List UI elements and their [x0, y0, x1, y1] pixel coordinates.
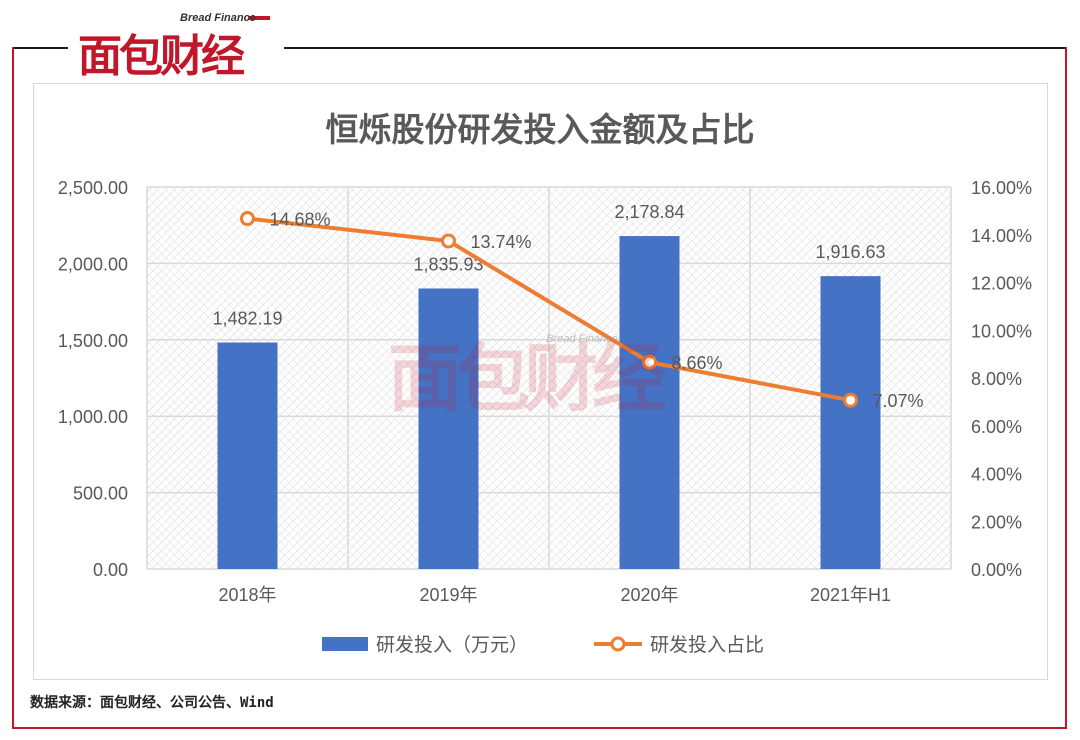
y-right-tick-label: 6.00% [971, 417, 1022, 437]
y-right-tick-label: 2.00% [971, 512, 1022, 532]
ratio-point [642, 354, 657, 370]
bar-data-label: 1,835.93 [413, 254, 483, 274]
bar-data-label: 2,178.84 [614, 202, 684, 222]
y-left-tick-label: 1,500.00 [58, 331, 128, 351]
x-tick-label: 2021年H1 [810, 585, 891, 605]
line-data-label: 7.07% [873, 391, 924, 411]
legend-bar-label: 研发投入（万元） [376, 634, 528, 656]
brand-name: 面包财经 [78, 31, 245, 82]
y-left-tick-label: 2,000.00 [58, 254, 128, 274]
legend-line-marker [610, 636, 626, 652]
y-left-tick-label: 1,000.00 [58, 407, 128, 427]
y-right-tick-label: 14.00% [971, 226, 1032, 246]
y-right-tick-label: 8.00% [971, 369, 1022, 389]
bar-data-label: 1,916.63 [815, 242, 885, 262]
bar [619, 236, 680, 569]
y-left-tick-label: 500.00 [73, 484, 128, 504]
line-data-label: 8.66% [672, 353, 723, 373]
ratio-point [240, 211, 255, 227]
line-data-label: 13.74% [471, 232, 532, 252]
ratio-line [247, 216, 851, 403]
x-tick-label: 2020年 [620, 585, 678, 605]
x-tick-label: 2019年 [419, 585, 477, 605]
watermark-subtitle: Bread Finance [546, 333, 618, 345]
chart-area: 恒烁股份研发投入金额及占比 0.00 500.00 1,000.00 1,500.00… [33, 83, 1048, 680]
y-right-tick-label: 16.00% [971, 178, 1032, 198]
ratio-point [843, 392, 858, 408]
y-right-tick-label: 10.00% [971, 321, 1032, 341]
watermark: 面包财经 [388, 337, 666, 420]
frame-bottom-border [12, 727, 1067, 729]
bar [418, 288, 479, 569]
bar [820, 276, 881, 569]
bar-data-label: 1,482.19 [212, 309, 282, 329]
brand-subtitle: Bread Finance [180, 12, 256, 24]
plot-area: 0.00 500.00 1,000.00 1,500.00 2,000.00 2,500.… [58, 178, 1032, 656]
y-right-tick-label: 12.00% [971, 274, 1032, 294]
x-tick-label: 2018年 [218, 585, 276, 605]
y-right-tick-label: 0.00% [971, 560, 1022, 580]
legend-bar-swatch [322, 637, 368, 651]
y-left-tick-label: 2,500.00 [58, 178, 128, 198]
chart-title: 恒烁股份研发投入金额及占比 [326, 111, 755, 148]
line-data-label: 14.68% [270, 210, 331, 230]
chart-svg: 恒烁股份研发投入金额及占比 0.00 500.00 1,000.00 1,500.00… [58, 111, 1032, 656]
data-source: 数据来源：面包财经、公司公告、Wind [30, 695, 274, 711]
ratio-point [441, 233, 456, 249]
frame-left-border [12, 47, 14, 729]
y-right-tick-label: 4.00% [971, 465, 1022, 485]
bar [217, 342, 278, 569]
y-left-tick-label: 0.00 [93, 560, 128, 580]
frame-top-border [12, 47, 1067, 49]
logo-accent-bar [248, 16, 270, 20]
frame-right-border [1065, 47, 1067, 729]
legend-line-label: 研发投入占比 [650, 634, 764, 656]
